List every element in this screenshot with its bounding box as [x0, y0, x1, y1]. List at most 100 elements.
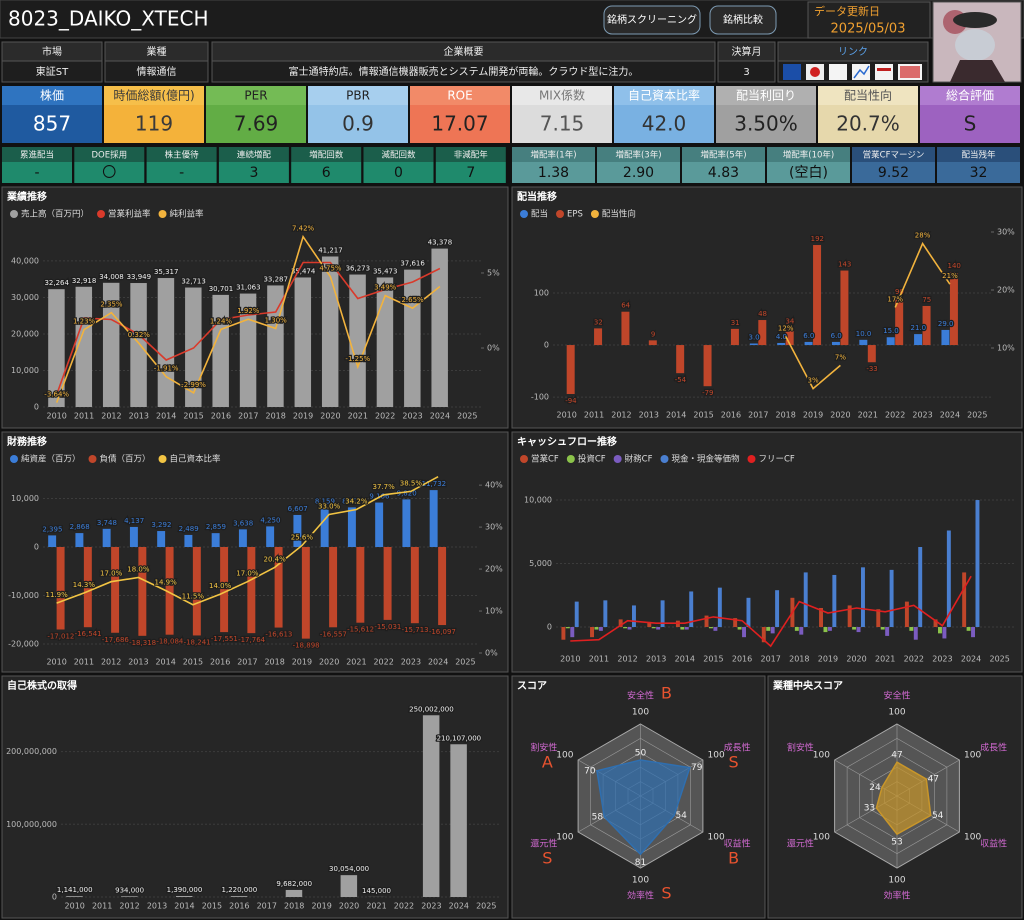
metric-label: ROE — [447, 89, 472, 103]
x-tick-label: 2016 — [721, 411, 741, 420]
x-tick-label: 2025 — [457, 412, 477, 421]
metric-value-box — [614, 105, 714, 143]
metric-label: 株価 — [40, 88, 64, 103]
radar-axis-label: 安全性 — [627, 690, 654, 702]
bar — [880, 627, 885, 630]
x-tick-label: 2014 — [155, 658, 175, 667]
radar-grade: S — [542, 849, 552, 868]
x-tick-label: 2011 — [589, 655, 609, 664]
nav-button[interactable] — [603, 5, 701, 35]
data-label: 3,638 — [233, 519, 253, 527]
radar-grade: B — [728, 849, 739, 868]
chart-title: 配当推移 — [517, 190, 557, 203]
legend-label: 純利益率 — [170, 209, 205, 220]
y-tick-label: -100 — [531, 393, 549, 402]
radar-value: 70 — [584, 766, 596, 776]
legend-label: 現金・現金等価物 — [671, 454, 740, 465]
x-tick-label: 2020 — [830, 411, 850, 420]
info-label: 企業概要 — [444, 45, 484, 58]
x-tick-label: 2014 — [156, 412, 176, 421]
x-tick-label: 2011 — [74, 658, 94, 667]
y-tick-label: 10,000 — [11, 494, 39, 503]
bar — [48, 289, 65, 407]
indicator-label: 非減配年 — [454, 150, 489, 161]
link-icon[interactable] — [875, 64, 893, 80]
data-label: 14.3% — [73, 581, 96, 589]
bar — [823, 627, 828, 633]
legend-label: 財務CF — [625, 454, 653, 465]
data-label: 15.0 — [883, 327, 899, 335]
bar — [742, 627, 746, 638]
x-tick-label: 2012 — [611, 411, 631, 420]
link-icon[interactable] — [783, 64, 801, 80]
legend-swatch — [158, 210, 167, 218]
nav-button[interactable] — [709, 5, 777, 35]
metric-value-box — [818, 105, 918, 143]
x-tick-label: 2014 — [666, 411, 686, 420]
radar-area — [875, 761, 932, 836]
bar — [867, 345, 876, 363]
data-label: 210,107,000 — [437, 734, 482, 742]
data-label: 33,287 — [263, 275, 288, 283]
data-label: 2,859 — [206, 523, 226, 531]
x-tick-label: 2024 — [940, 411, 960, 420]
bar — [938, 627, 942, 634]
data-label: 33.0% — [318, 503, 341, 511]
info-value: 情報通信 — [137, 65, 177, 78]
x-tick-label: 2015 — [183, 412, 203, 421]
nav-button-label[interactable]: 銘柄比較 — [723, 13, 763, 26]
bar — [746, 597, 751, 628]
data-label: 1.30% — [265, 317, 288, 325]
x-tick-label: 2019 — [293, 412, 313, 421]
indicator-value-box — [682, 162, 765, 183]
data-label: -16,613 — [265, 631, 292, 639]
bar — [660, 600, 665, 628]
legend-swatch — [660, 455, 669, 463]
indicator-value: 〇 — [102, 165, 116, 181]
radar-value: 47 — [928, 775, 939, 785]
radar-axis-label: 成長性 — [980, 742, 1007, 754]
x-tick-label: 2020 — [339, 902, 359, 911]
link-icon[interactable] — [829, 64, 847, 80]
bar — [648, 340, 657, 346]
info-label: リンク — [838, 46, 868, 58]
chart-panel — [511, 186, 1023, 429]
radar-axis-label: 還元性 — [787, 838, 814, 850]
metric-value: S — [964, 112, 977, 136]
bar — [211, 533, 220, 548]
metric-value-box — [920, 105, 1020, 143]
x-tick-label: 2012 — [101, 658, 121, 667]
y2-tick-label: 0% — [485, 649, 498, 658]
x-tick-label: 2021 — [875, 655, 895, 664]
radar-max-label: 100 — [964, 833, 981, 843]
x-tick-label: 2010 — [560, 655, 580, 664]
page-title: 8023_DAIKO_XTECH — [8, 7, 209, 31]
y2-tick-label: 10% — [997, 344, 1015, 353]
bar — [102, 528, 111, 548]
data-label: 11.9% — [46, 591, 69, 599]
bar — [175, 895, 193, 897]
radar-axis-label: 還元性 — [530, 838, 557, 850]
legend-label: 営業利益率 — [108, 209, 151, 220]
nav-button-label[interactable]: 銘柄スクリーニング — [607, 13, 697, 26]
radar-max-label: 100 — [888, 708, 905, 718]
data-label: 4.0 — [776, 333, 787, 341]
indicator-label-box — [435, 147, 506, 162]
bar — [971, 627, 975, 638]
y2-tick-label: 30% — [485, 523, 503, 532]
radar-grade: A — [542, 753, 553, 772]
metric-label: 配当性向 — [844, 88, 892, 103]
x-tick-label: 2013 — [639, 411, 659, 420]
metric-value-box — [410, 105, 510, 143]
bar — [192, 547, 201, 636]
data-label: 2,489 — [179, 525, 199, 533]
bar — [785, 327, 794, 346]
indicator-label-box — [146, 147, 217, 162]
bar — [66, 896, 83, 897]
indicator-value: 1.38 — [538, 165, 569, 181]
bar — [876, 609, 881, 628]
data-label: 30,701 — [209, 285, 234, 293]
data-label: 4.75% — [319, 265, 342, 273]
data-label: -15,612 — [347, 626, 374, 634]
indicator-label: 増配率(1年) — [530, 150, 576, 161]
